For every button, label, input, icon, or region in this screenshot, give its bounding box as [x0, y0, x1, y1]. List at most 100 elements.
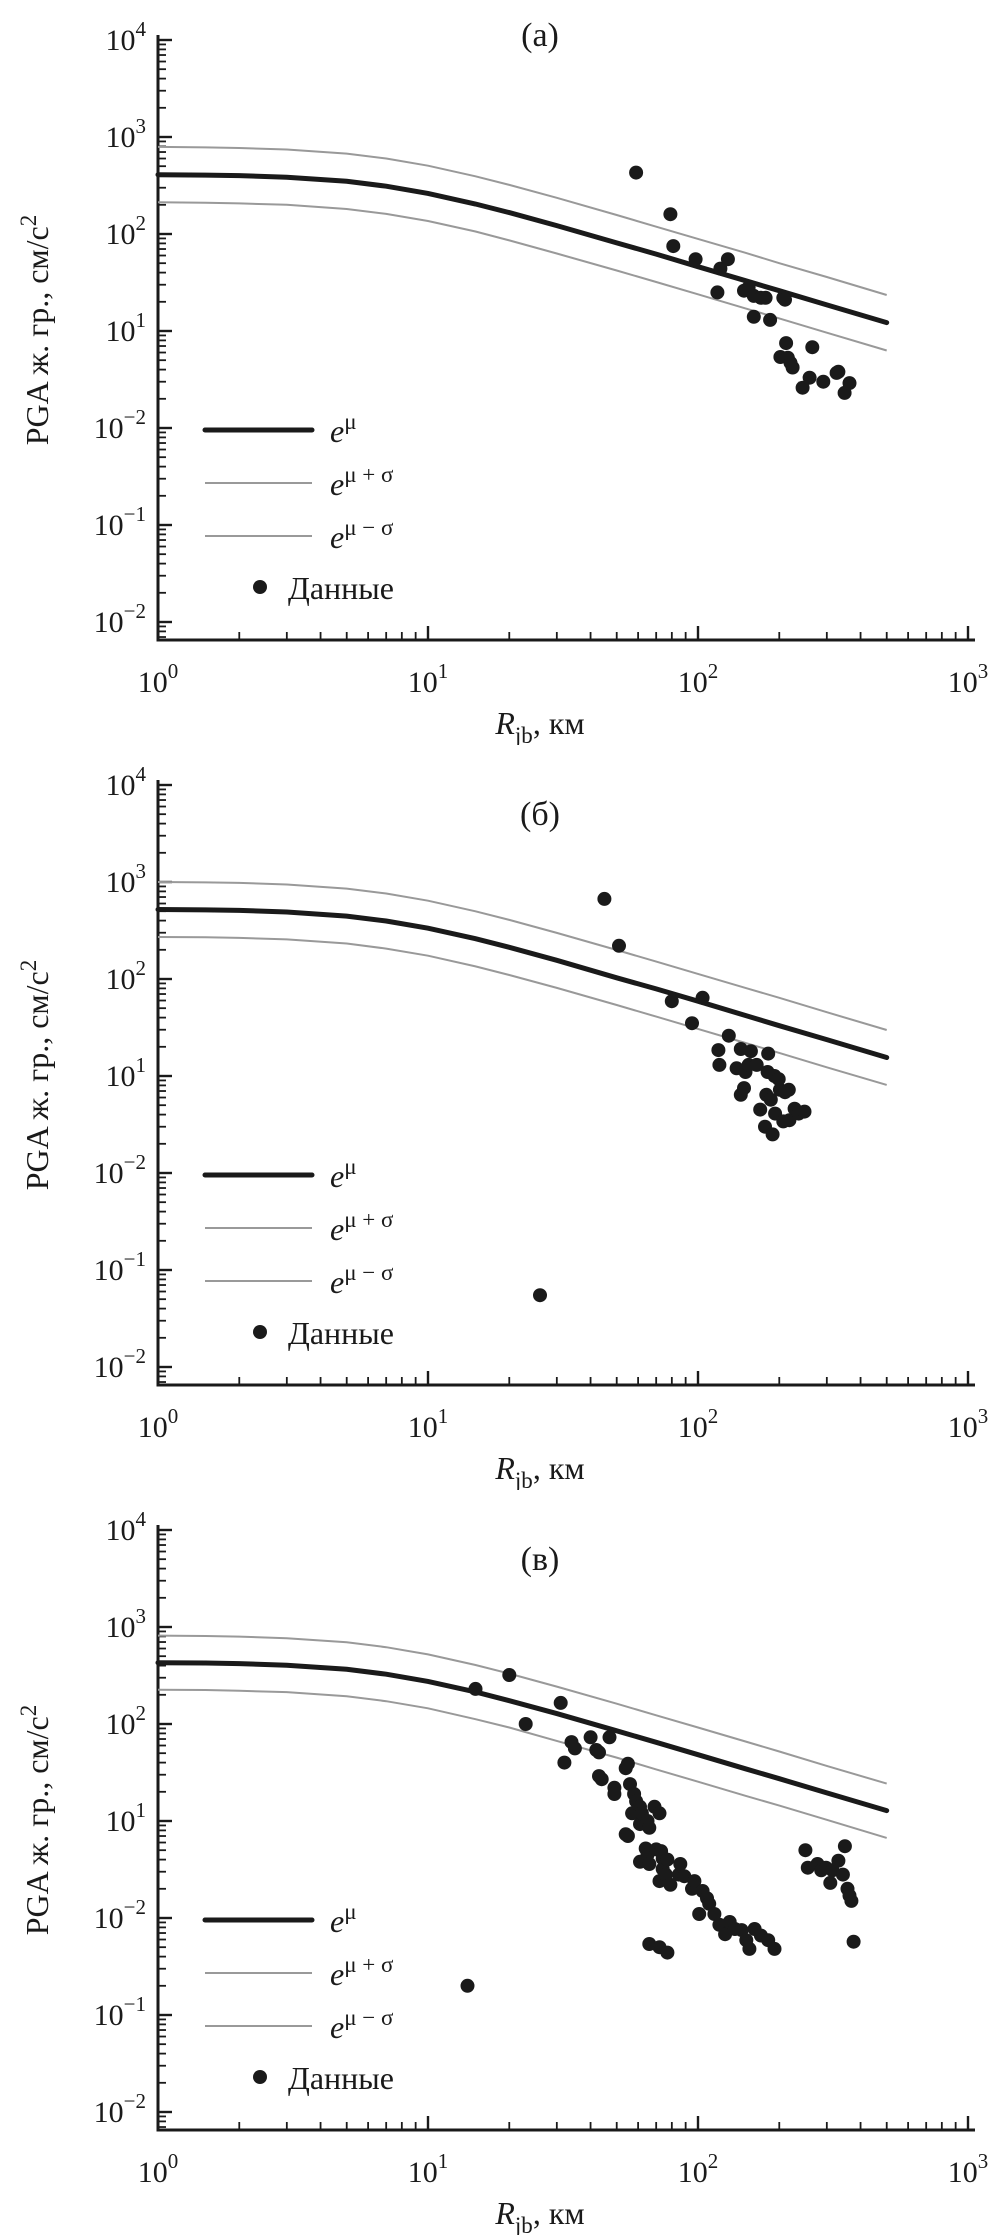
- data-point: [652, 1806, 667, 1821]
- plot-title: (в): [521, 1541, 560, 1578]
- curve-mu-minus-sigma: [157, 201, 887, 352]
- x-tick-label: 103: [948, 659, 989, 699]
- data-point: [673, 1857, 688, 1871]
- data-point: [781, 1082, 796, 1097]
- data-point: [557, 1755, 572, 1770]
- y-tick-label: 104: [106, 1507, 147, 1547]
- x-tick-label: 100: [138, 1404, 179, 1444]
- data-point: [663, 207, 678, 222]
- y-tick-label: 102: [106, 956, 147, 996]
- data-point: [607, 1787, 622, 1801]
- data-point: [518, 1717, 533, 1731]
- data-point: [695, 990, 710, 1005]
- y-tick-label: 10−1: [94, 502, 146, 542]
- x-tick-label: 100: [138, 659, 179, 699]
- legend-plus-label: eμ + σ: [330, 462, 394, 502]
- curve-mu-plus-sigma: [157, 145, 887, 296]
- data-point: [713, 261, 728, 276]
- data-point: [666, 239, 681, 254]
- data-point: [688, 252, 703, 267]
- y-tick-label: 102: [106, 211, 147, 251]
- y-tick-label: 101: [106, 1053, 147, 1093]
- legend-minus-label: eμ − σ: [330, 2005, 394, 2045]
- data-point: [797, 1104, 812, 1119]
- data-point: [749, 1057, 764, 1072]
- x-tick-label: 102: [678, 1404, 719, 1444]
- legend-data-label: Данные: [288, 570, 394, 606]
- y-tick-label: 101: [106, 1798, 147, 1838]
- legend-plus-label: eμ + σ: [330, 1952, 394, 1992]
- legend-data-dot: [253, 1325, 267, 1339]
- data-point: [761, 1046, 776, 1061]
- data-point: [642, 1857, 657, 1871]
- data-point: [767, 1941, 782, 1956]
- data-point: [664, 994, 679, 1009]
- data-point: [837, 1839, 852, 1854]
- data-point: [831, 1853, 846, 1868]
- x-tick-label: 103: [948, 2149, 989, 2189]
- axis-spines: [156, 35, 975, 642]
- data-point: [642, 1820, 657, 1835]
- y-tick-label: 102: [106, 1701, 147, 1741]
- legend-minus-label: eμ − σ: [330, 1260, 394, 1300]
- data-point: [763, 1092, 778, 1107]
- panel-c: 100 101 102 103 104 103 102 101 10−2 10−1 10−2 (в)…: [0, 1490, 1001, 2235]
- data-point: [612, 938, 626, 953]
- y-tick-label: 10−2: [94, 405, 146, 445]
- data-point: [687, 1874, 702, 1889]
- legend-mu-label: eμ: [330, 1154, 357, 1194]
- data-point: [785, 360, 800, 375]
- data-point: [765, 1127, 780, 1142]
- x-axis-label: Rjb, км: [494, 1450, 584, 1490]
- data-point: [460, 1978, 475, 1993]
- data-point: [583, 1730, 598, 1745]
- legend-mu-label: eμ: [330, 1899, 357, 1939]
- data-point: [798, 1843, 813, 1858]
- data-point: [707, 1907, 722, 1921]
- y-tick-label: 10−2: [94, 599, 146, 639]
- y-tick-label: 10−2: [94, 2089, 146, 2129]
- data-point: [533, 1288, 547, 1303]
- curve-mu-plus-sigma: [157, 1634, 887, 1785]
- data-point: [779, 336, 794, 351]
- data-point: [685, 1016, 699, 1031]
- data-point: [771, 1072, 786, 1087]
- panel-a: 100 101 102 103 104 103 102 101 10−2 10−1 10−2 (а)…: [0, 0, 1001, 745]
- data-point: [553, 1695, 568, 1710]
- x-tick-label: 101: [408, 1404, 449, 1444]
- data-point: [742, 1941, 757, 1956]
- y-tick-label: 10−2: [94, 1150, 146, 1190]
- legend-mu-label: eμ: [330, 409, 357, 449]
- data-point: [502, 1668, 517, 1682]
- data-point: [835, 1867, 850, 1882]
- x-axis-label: Rjb, км: [494, 2195, 584, 2235]
- curve-mu-minus-sigma: [157, 1688, 887, 1839]
- y-tick-label: 101: [106, 308, 147, 348]
- data-point: [567, 1741, 582, 1756]
- data-point: [620, 1829, 635, 1843]
- x-axis-label: Rjb, км: [494, 705, 584, 745]
- data-point: [844, 1893, 859, 1908]
- x-tick-label: 101: [408, 2149, 449, 2189]
- data-point: [720, 252, 735, 267]
- legend-data-dot: [253, 2070, 267, 2084]
- data-point: [805, 340, 820, 355]
- panel-0-generated: 100 101 102 103 104 103 102 101 10−2 10−1 10−2: [94, 17, 989, 699]
- data-point: [842, 376, 857, 391]
- curve-mu-plus-sigma: [157, 881, 887, 1031]
- data-point: [763, 312, 778, 327]
- data-point: [597, 891, 612, 906]
- y-tick-label: 10−2: [94, 1895, 146, 1935]
- legend-data-label: Данные: [288, 1315, 394, 1351]
- data-point: [737, 1081, 751, 1096]
- data-point: [710, 285, 725, 300]
- data-point: [660, 1945, 675, 1960]
- y-tick-label: 10−2: [94, 1344, 146, 1384]
- data-point: [660, 1852, 675, 1867]
- legend-plus-label: eμ + σ: [330, 1207, 394, 1247]
- axis-spines: [156, 780, 975, 1387]
- data-point: [795, 380, 810, 395]
- data-point: [758, 290, 773, 305]
- panel-1-plot: 100 101 102 103 104 103 102 101 10−2 10−1 10−2 (б)…: [16, 762, 988, 1490]
